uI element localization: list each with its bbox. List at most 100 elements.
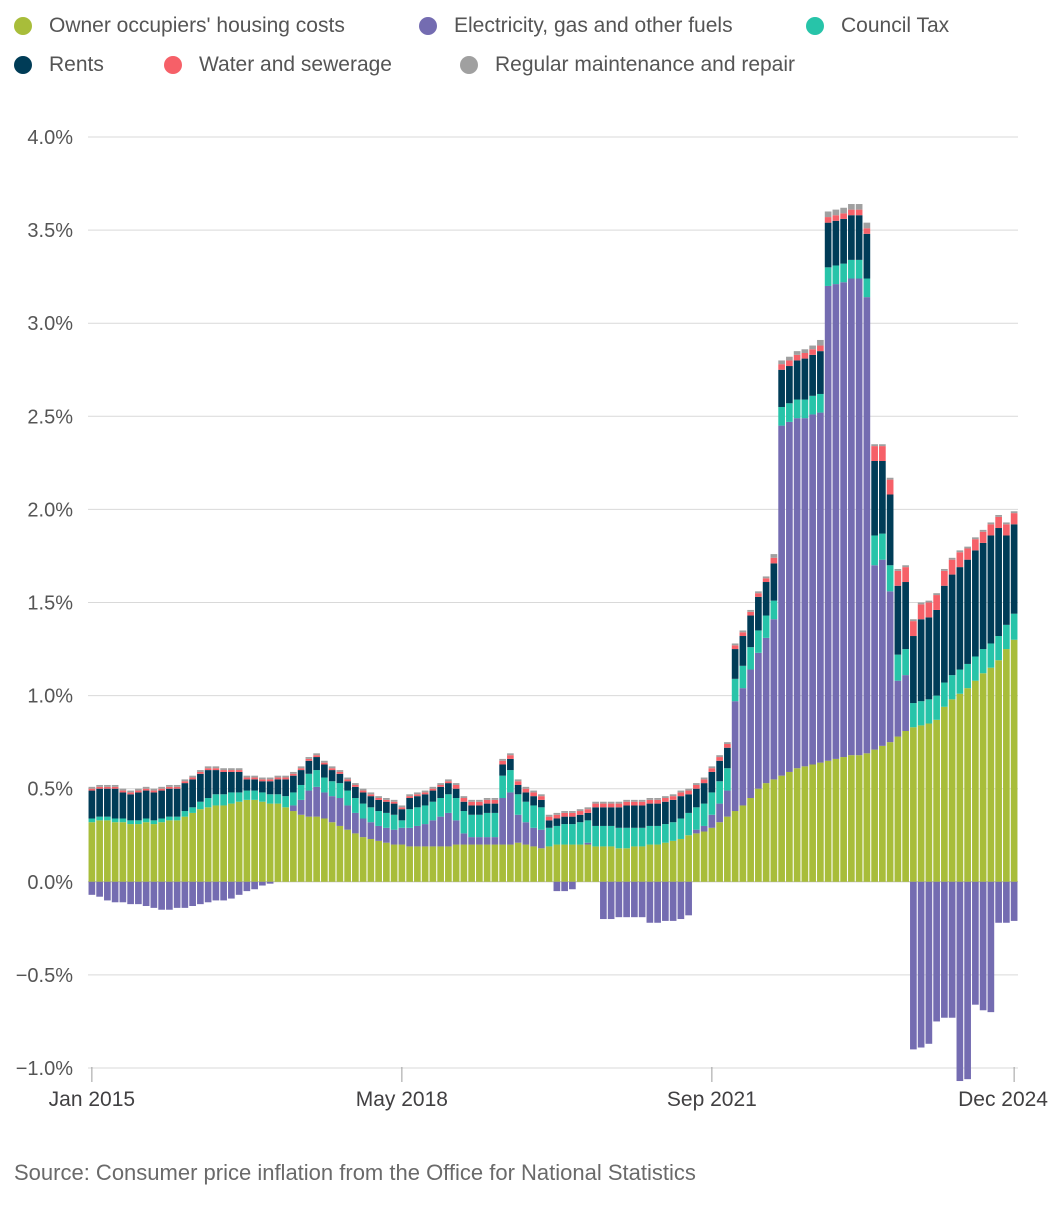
bar-segment <box>135 792 142 821</box>
bar-segment <box>724 747 731 769</box>
bar-segment <box>995 514 1002 517</box>
bar-segment <box>460 801 468 812</box>
bar-segment <box>398 807 406 810</box>
bar-segment <box>251 779 258 791</box>
bar-segment <box>96 784 103 787</box>
legend-item-electricity[interactable]: Electricity, gas and other fuels <box>419 14 733 38</box>
bar-segment <box>669 796 677 800</box>
bar-segment <box>328 766 336 769</box>
bar-segment <box>530 805 537 828</box>
bar-segment <box>359 792 367 804</box>
legend-item-council-tax[interactable]: Council Tax <box>806 14 949 38</box>
bar-segment <box>817 345 824 352</box>
bar-segment <box>886 565 894 592</box>
source-note: Source: Consumer price inflation from th… <box>14 1160 696 1185</box>
bar-segment <box>607 807 615 826</box>
bar-segment <box>584 842 592 845</box>
bar-segment <box>948 574 956 676</box>
bar-segment <box>166 784 173 787</box>
bar-segment <box>313 755 320 758</box>
bar-segment <box>491 798 499 800</box>
bar-segment <box>228 771 235 793</box>
bar-segment <box>166 788 173 817</box>
bar-segment <box>972 680 979 882</box>
bar-segment <box>352 812 359 834</box>
bar-segment <box>646 798 654 800</box>
bar-segment <box>1003 881 1010 923</box>
y-tick-label: −1.0% <box>16 1058 73 1080</box>
legend-item-rents[interactable]: Rents <box>14 53 104 77</box>
bar-segment <box>274 779 282 795</box>
bar-segment <box>600 807 607 826</box>
bar-segment <box>925 723 933 882</box>
bar-segment <box>917 881 925 1048</box>
bar-segment <box>344 779 351 782</box>
bar-segment <box>964 663 971 689</box>
bar-segment <box>491 803 499 813</box>
bar-segment <box>755 788 762 882</box>
bar-segment <box>941 568 948 571</box>
bar-segment <box>445 781 452 784</box>
legend-item-maintenance[interactable]: Regular maintenance and repair <box>460 53 795 77</box>
bar-segment <box>104 881 111 901</box>
bar-segment <box>452 820 460 845</box>
bar-segment <box>956 567 964 670</box>
bar-segment <box>801 766 809 882</box>
bar-segment <box>576 811 584 815</box>
legend-item-owner-occupiers[interactable]: Owner occupiers' housing costs <box>14 14 345 38</box>
bar-segment <box>894 570 902 586</box>
bar-segment <box>321 777 328 793</box>
bar-segment <box>925 881 933 1044</box>
legend-item-water[interactable]: Water and sewerage <box>164 53 392 77</box>
bar-segment <box>111 786 119 789</box>
bar-segment <box>421 794 429 806</box>
bar-segment <box>135 824 142 882</box>
bar-segment <box>127 792 134 795</box>
chart-legend: Owner occupiers' housing costs Electrici… <box>0 0 1050 90</box>
bar-segment <box>879 444 886 447</box>
bar-segment <box>1010 613 1018 640</box>
bar-segment <box>212 805 220 882</box>
bar-segment <box>390 801 398 804</box>
bar-segment <box>421 790 429 793</box>
bar-segment <box>669 794 677 797</box>
bar-segment <box>979 531 987 543</box>
bar-segment <box>414 794 421 797</box>
bar-segment <box>545 820 553 828</box>
bar-segment <box>855 215 863 260</box>
bar-segment <box>538 807 545 830</box>
legend-dot-icon <box>14 56 32 74</box>
bar-segment <box>173 820 181 882</box>
bar-segment <box>383 798 390 800</box>
bar-segment <box>344 777 351 780</box>
bar-segment <box>739 636 747 666</box>
bar-segment <box>607 846 615 882</box>
bar-segment <box>724 768 731 791</box>
bar-segment <box>429 801 437 821</box>
bar-segment <box>499 798 506 845</box>
bar-segment <box>708 827 716 882</box>
bar-segment <box>514 781 522 785</box>
bar-segment <box>747 611 754 616</box>
bar-segment <box>507 792 514 845</box>
bar-segment <box>662 796 669 799</box>
bar-segment <box>243 777 251 780</box>
x-tick-label: Sep 2021 <box>667 1088 757 1111</box>
bar-segment <box>204 798 212 808</box>
bar-segment <box>266 794 274 804</box>
bar-segment <box>623 827 630 849</box>
bar-segment <box>817 351 824 394</box>
bar-segment <box>173 788 181 817</box>
bar-segment <box>801 358 809 400</box>
bar-segment <box>235 881 243 895</box>
bar-segment <box>832 220 840 266</box>
bar-segment <box>600 803 607 808</box>
bar-segment <box>941 570 948 586</box>
bar-segment <box>1003 624 1010 650</box>
bar-segment <box>359 837 367 882</box>
bars <box>88 204 1018 1082</box>
bar-segment <box>871 446 878 461</box>
bar-segment <box>445 812 452 847</box>
bar-segment <box>204 807 212 882</box>
bar-segment <box>259 801 266 882</box>
